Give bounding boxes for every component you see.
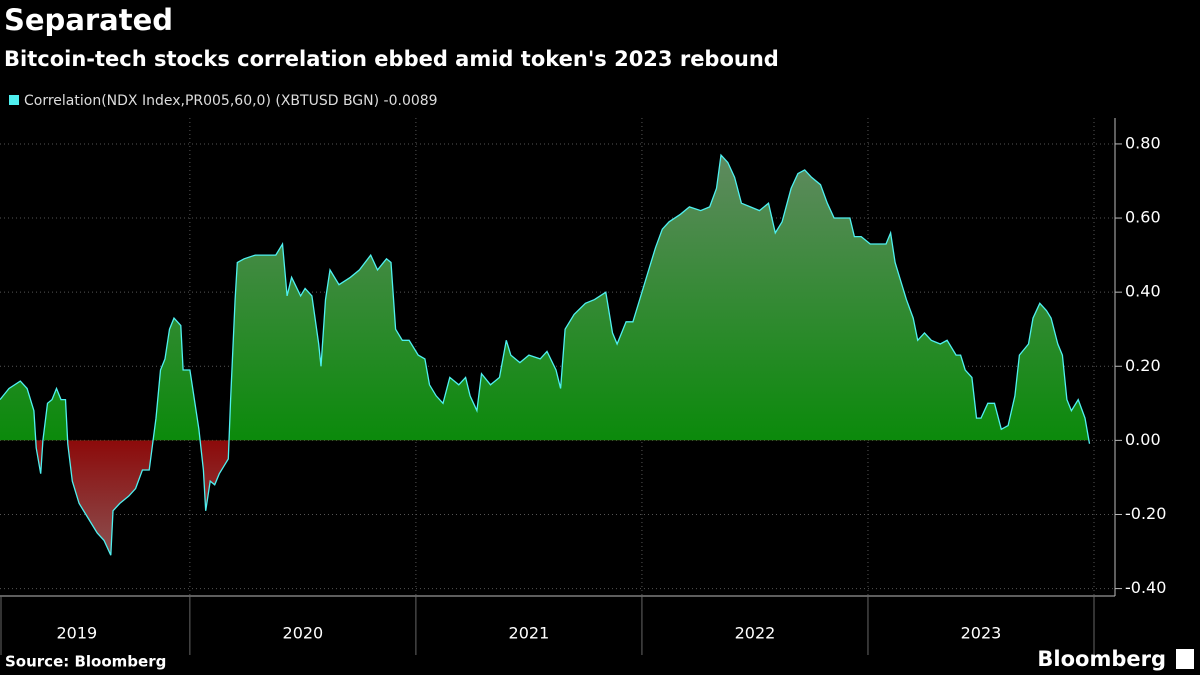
x-tick-label: 2019 <box>56 624 97 643</box>
x-tick-label: 2022 <box>735 624 776 643</box>
x-tick-label: 2020 <box>283 624 324 643</box>
area-negative <box>35 440 1090 556</box>
y-tick-label: -0.40 <box>1125 578 1166 597</box>
source: Source: Bloomberg <box>5 653 166 671</box>
brand-icon <box>1176 649 1194 669</box>
x-tick-label: 2023 <box>961 624 1002 643</box>
brand: Bloomberg <box>1037 647 1166 671</box>
legend-swatch <box>9 95 19 105</box>
y-tick-label: -0.20 <box>1125 504 1166 523</box>
y-tick-label: 0.20 <box>1125 356 1161 375</box>
chart-subtitle: Bitcoin-tech stocks correlation ebbed am… <box>4 47 779 71</box>
x-tick-label: 2021 <box>509 624 550 643</box>
area-positive <box>0 155 1090 441</box>
y-tick-label: 0.80 <box>1125 133 1161 152</box>
legend-entry: Correlation(NDX Index,PR005,60,0) (XBTUS… <box>24 93 438 109</box>
line <box>0 153 1091 556</box>
chart-title: Separated <box>4 3 173 37</box>
y-tick-label: 0.00 <box>1125 430 1161 449</box>
y-tick-label: 0.40 <box>1125 282 1161 301</box>
y-tick-label: 0.60 <box>1125 208 1161 227</box>
